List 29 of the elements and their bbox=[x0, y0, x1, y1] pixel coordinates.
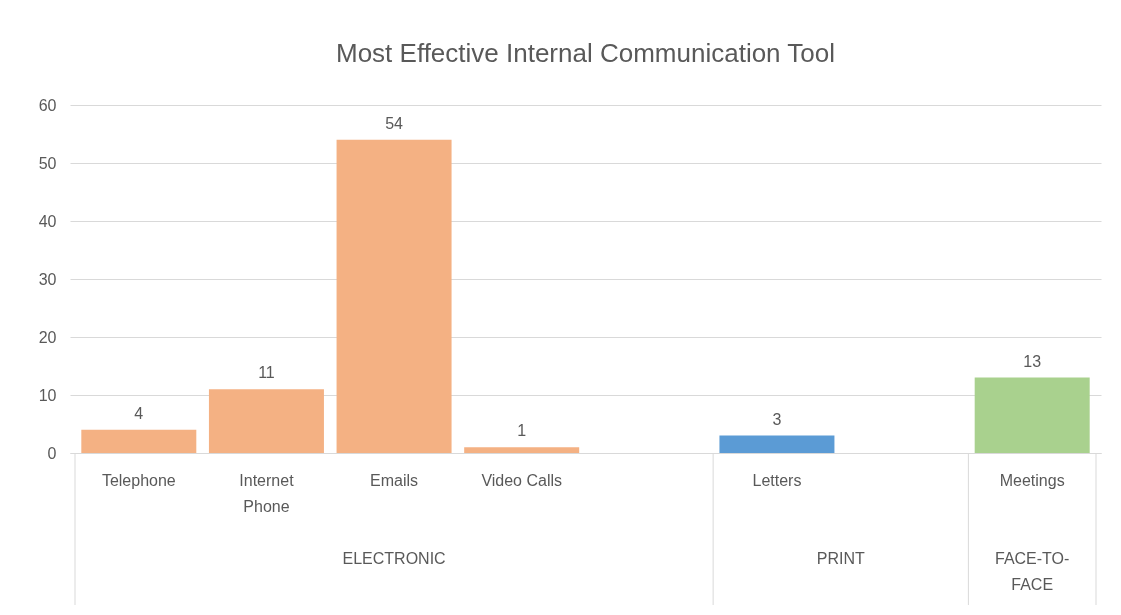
data-label: 1 bbox=[517, 422, 527, 440]
bar bbox=[336, 139, 452, 453]
bar bbox=[81, 429, 197, 453]
chart-title: Most Effective Internal Communication Tool bbox=[335, 38, 836, 68]
text: ELECTRONIC bbox=[342, 550, 446, 567]
data-label: 11 bbox=[258, 364, 275, 382]
y-tick-label: 40 bbox=[38, 212, 57, 230]
x-tick-label: Internet Phone bbox=[239, 472, 295, 515]
bar bbox=[464, 447, 580, 453]
data-label: 4 bbox=[134, 404, 144, 422]
text: FACE-TO-FACE bbox=[995, 550, 1070, 593]
y-tick-label: 10 bbox=[38, 386, 57, 404]
data-label: 13 bbox=[1023, 352, 1042, 370]
bar bbox=[719, 435, 835, 453]
x-tick-label: Video Calls bbox=[481, 472, 563, 489]
y-tick-label: 20 bbox=[38, 328, 57, 346]
y-tick-label: 60 bbox=[38, 96, 57, 114]
x-tick-label: Meetings bbox=[999, 472, 1065, 489]
text: PRINT bbox=[816, 550, 865, 567]
y-tick-label: 30 bbox=[38, 270, 57, 288]
y-tick-label: 0 bbox=[47, 444, 57, 462]
data-label: 54 bbox=[385, 114, 404, 132]
x-tick-label: Emails bbox=[370, 472, 419, 489]
data-label: 3 bbox=[772, 410, 782, 428]
x-tick-label: Telephone bbox=[101, 472, 176, 489]
bar bbox=[974, 377, 1090, 453]
x-tick-label: Letters bbox=[752, 472, 802, 489]
bar bbox=[208, 389, 324, 453]
y-tick-label: 50 bbox=[38, 154, 57, 172]
